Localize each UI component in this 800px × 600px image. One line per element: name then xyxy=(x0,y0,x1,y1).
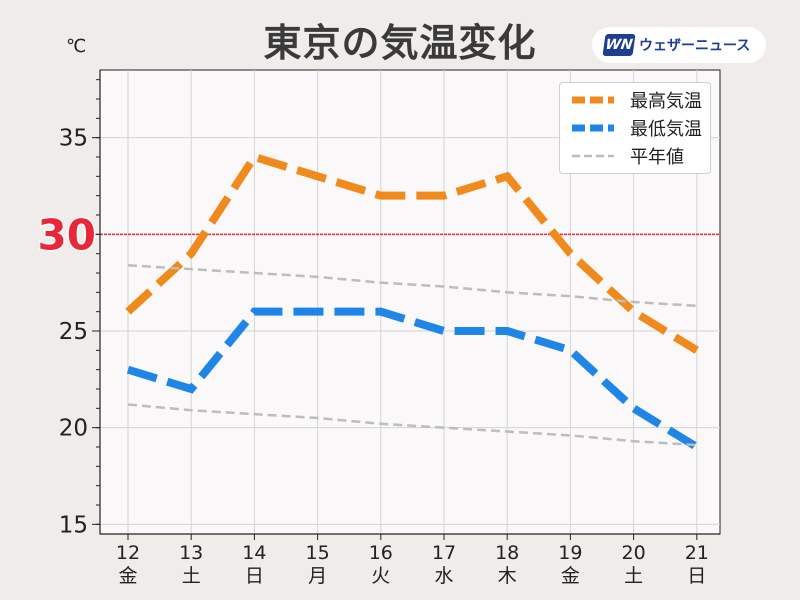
x-tick-date: 19 xyxy=(558,542,582,564)
x-tick-date: 17 xyxy=(432,542,456,564)
x-tick-weekday: 土 xyxy=(624,565,643,587)
x-tick-date: 12 xyxy=(116,542,140,564)
x-tick-weekday: 木 xyxy=(498,565,517,587)
legend-label-max: 最高気温 xyxy=(630,91,702,112)
y-unit-label: ℃ xyxy=(66,36,87,57)
legend-item-normal: 平年値 xyxy=(570,143,684,169)
y-tick-label: 20 xyxy=(59,416,88,442)
legend-label-normal: 平年値 xyxy=(630,147,684,168)
legend: 最高気温 最低気温 平年値 xyxy=(559,82,711,174)
y-tick-label: 35 xyxy=(59,126,88,152)
series-line-3 xyxy=(127,403,697,447)
series-line-2 xyxy=(127,264,697,308)
legend-item-min: 最低気温 xyxy=(570,115,702,141)
x-tick-weekday: 日 xyxy=(687,565,706,587)
x-tick-weekday: 土 xyxy=(182,565,201,587)
x-tick-date: 15 xyxy=(306,542,330,564)
brand-name: ウェザーニュース xyxy=(639,38,751,54)
x-tick-weekday: 日 xyxy=(245,565,264,587)
chart-title: 東京の気温変化 xyxy=(263,21,537,65)
x-tick-date: 18 xyxy=(495,542,519,564)
legend-label-min: 最低気温 xyxy=(630,119,702,140)
x-tick-weekday: 金 xyxy=(118,565,137,587)
legend-swatch-min xyxy=(572,124,614,132)
x-tick-date: 16 xyxy=(369,542,393,564)
x-tick-date: 14 xyxy=(242,542,266,564)
x-tick-weekday: 金 xyxy=(561,565,580,587)
y-tick-label: 15 xyxy=(59,512,88,538)
series-line-0 xyxy=(125,152,699,354)
x-tick-weekday: 水 xyxy=(434,565,453,587)
legend-swatch-max xyxy=(572,96,614,104)
legend-swatch-normal xyxy=(572,154,614,158)
x-tick-date: 20 xyxy=(622,542,646,564)
brand-logo: WN ウェザーニュース xyxy=(592,27,766,63)
x-tick-date: 13 xyxy=(179,542,203,564)
x-tick-weekday: 月 xyxy=(308,565,327,587)
highlight-label-30: 30 xyxy=(38,210,96,259)
series-layer xyxy=(125,152,699,451)
x-tick-date: 21 xyxy=(685,542,709,564)
y-tick-label: 25 xyxy=(59,319,88,345)
highlight-layer: 30 xyxy=(36,209,720,261)
legend-item-max: 最高気温 xyxy=(570,87,702,113)
x-tick-weekday: 火 xyxy=(371,565,390,587)
